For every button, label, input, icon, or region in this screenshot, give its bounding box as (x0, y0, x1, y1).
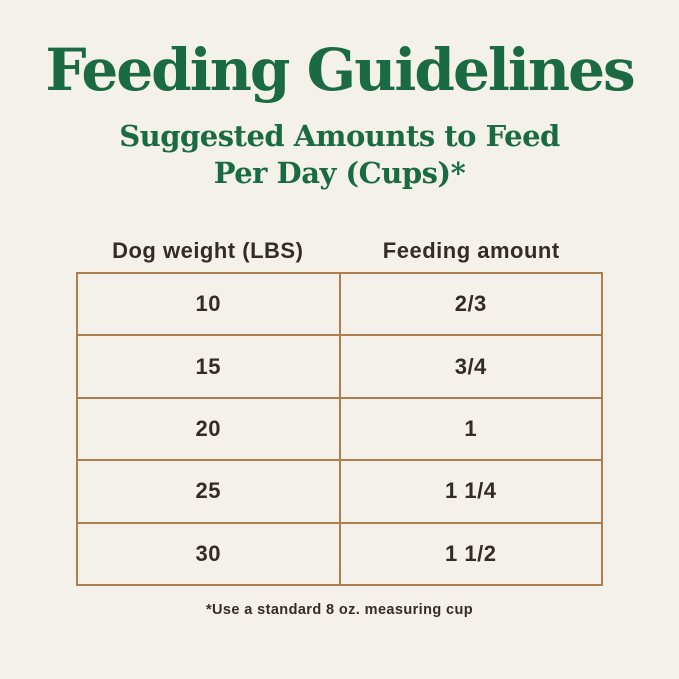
column-header-feeding-amount: Feeding amount (382, 238, 560, 263)
feeding-amount-cell: 1 1/4 (338, 461, 602, 522)
table-row: 15 3/4 (78, 334, 602, 397)
column-header-dog-weight: Dog weight (LBS) (112, 238, 304, 263)
dog-weight-cell: 30 (195, 540, 221, 566)
dog-weight-cell: 20 (195, 416, 221, 442)
feeding-amount-cell: 1 (338, 398, 602, 460)
table-row: 20 1 (78, 396, 602, 460)
dog-weight-cell: 25 (195, 478, 221, 504)
feeding-amount-cell: 2/3 (338, 274, 602, 335)
table-column-headers: Dog weight (LBS) Feeding amount (76, 238, 603, 264)
table-row: 25 1 1/4 (78, 459, 602, 522)
page-subtitle: Suggested Amounts to Feed Per Day (Cups)… (0, 118, 679, 192)
subtitle-line-1: Suggested Amounts to Feed (119, 119, 560, 153)
dog-weight-cell: 10 (195, 291, 221, 317)
page-title: Feeding Guidelines (45, 36, 635, 104)
table-row: 10 2/3 (78, 274, 602, 335)
subtitle-line-2: Per Day (Cups)* (213, 156, 466, 190)
dog-weight-cell: 15 (195, 353, 221, 379)
feeding-amount-cell: 3/4 (338, 336, 602, 397)
table-row: 30 1 1/2 (78, 521, 602, 585)
feeding-table: 10 2/3 15 3/4 20 1 25 1 1/4 30 1 1/2 (76, 272, 603, 586)
feeding-amount-cell: 1 1/2 (338, 523, 602, 585)
measuring-cup-footnote: *Use a standard 8 oz. measuring cup (205, 602, 474, 618)
